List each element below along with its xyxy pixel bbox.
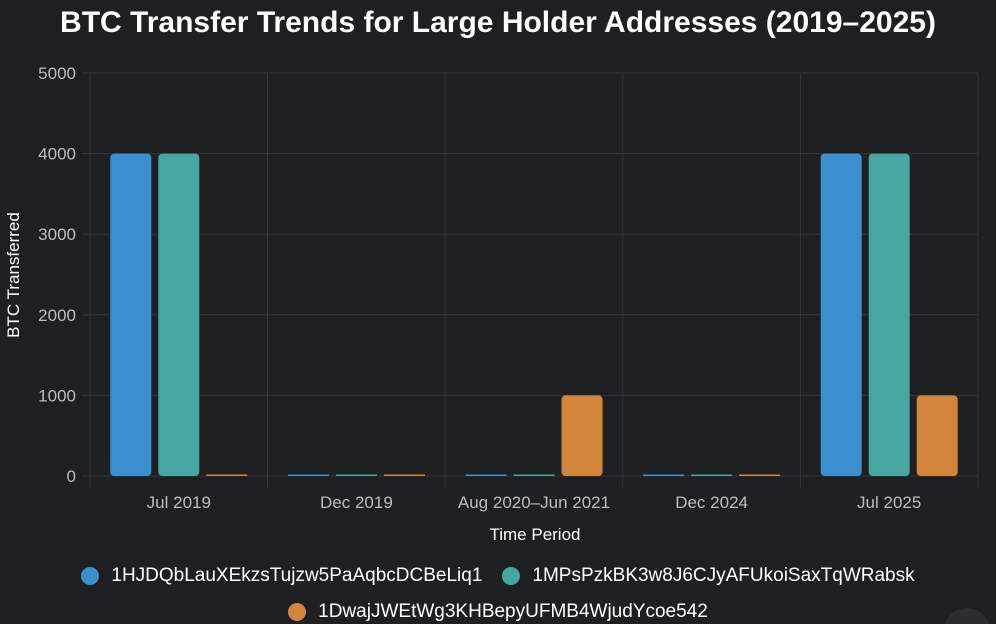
y-tick-label: 1000 <box>38 386 76 405</box>
legend-label: 1DwajJWEtWg3KHBepyUFMB4WjudYcoe542 <box>318 601 708 622</box>
bar[interactable] <box>643 474 685 477</box>
y-tick-label: 2000 <box>38 306 76 325</box>
x-tick-label: Dec 2019 <box>320 493 393 512</box>
legend-item[interactable]: 1DwajJWEtWg3KHBepyUFMB4WjudYcoe542 <box>288 598 708 624</box>
x-axis-title: Time Period <box>489 525 580 544</box>
legend-label: 1MPsPzkBK3w8J6CJyAFUkoiSaxTqWRabsk <box>532 565 915 586</box>
bar[interactable] <box>287 474 329 477</box>
x-axis-ticks: Jul 2019 Dec 2019 Aug 2020–Jun 2021 Dec 202… <box>147 493 922 512</box>
bar[interactable] <box>916 395 958 476</box>
chart-title: BTC Transfer Trends for Large Holder Add… <box>60 6 936 39</box>
legend: 1HJDQbLauXEkzsTujzw5PaAqbcDCBeLiq1 1MPsPz… <box>0 562 996 624</box>
bar[interactable] <box>206 474 248 477</box>
x-tick-label: Aug 2020–Jun 2021 <box>458 493 610 512</box>
y-axis-ticks: 0 1000 2000 3000 4000 5000 <box>38 64 76 486</box>
bar[interactable] <box>465 474 507 477</box>
x-tick-label: Jul 2025 <box>857 493 921 512</box>
y-tick-label: 0 <box>67 467 76 486</box>
bar[interactable] <box>383 474 425 477</box>
y-axis-title: BTC Transferred <box>4 212 23 338</box>
legend-swatch-icon <box>502 567 521 585</box>
bar[interactable] <box>561 395 603 476</box>
floating-action-button[interactable] <box>944 608 990 624</box>
bar[interactable] <box>820 153 862 476</box>
legend-label: 1HJDQbLauXEkzsTujzw5PaAqbcDCBeLiq1 <box>111 565 483 586</box>
x-tick-label: Dec 2024 <box>675 493 748 512</box>
bar[interactable] <box>335 474 377 477</box>
y-tick-label: 4000 <box>38 145 76 164</box>
legend-item[interactable]: 1MPsPzkBK3w8J6CJyAFUkoiSaxTqWRabsk <box>502 562 915 590</box>
bar[interactable] <box>110 153 152 476</box>
legend-item[interactable]: 1HJDQbLauXEkzsTujzw5PaAqbcDCBeLiq1 <box>81 562 482 590</box>
y-tick-label: 3000 <box>38 225 76 244</box>
legend-swatch-icon <box>81 567 100 585</box>
bar[interactable] <box>158 153 200 476</box>
bar[interactable] <box>513 474 555 477</box>
x-tick-label: Jul 2019 <box>147 493 211 512</box>
bar[interactable] <box>691 474 733 477</box>
bar[interactable] <box>868 153 910 476</box>
bars <box>110 153 958 477</box>
legend-swatch-icon <box>288 603 307 621</box>
y-tick-label: 5000 <box>38 64 76 83</box>
bar[interactable] <box>739 474 781 477</box>
